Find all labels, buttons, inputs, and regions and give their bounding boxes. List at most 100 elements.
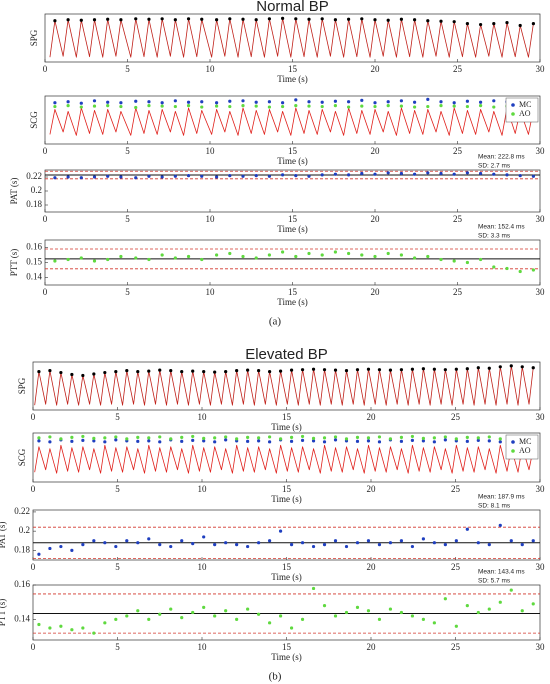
point bbox=[386, 100, 390, 104]
point bbox=[492, 105, 496, 109]
point bbox=[281, 104, 285, 109]
point bbox=[320, 173, 324, 177]
point bbox=[186, 174, 191, 178]
point bbox=[452, 101, 456, 105]
point bbox=[333, 539, 338, 543]
point bbox=[426, 97, 430, 101]
point bbox=[224, 438, 228, 442]
point bbox=[413, 18, 417, 22]
x-tick-label: 20 bbox=[367, 484, 377, 494]
point bbox=[160, 101, 164, 105]
point bbox=[70, 628, 74, 632]
point bbox=[479, 104, 483, 108]
point bbox=[119, 254, 123, 259]
point bbox=[114, 438, 118, 442]
point bbox=[410, 544, 415, 549]
point bbox=[289, 368, 294, 372]
x-tick-label: 0 bbox=[43, 64, 48, 74]
point bbox=[452, 104, 456, 108]
point bbox=[48, 546, 52, 551]
point bbox=[59, 624, 63, 628]
point bbox=[147, 537, 151, 541]
point bbox=[366, 439, 371, 443]
point bbox=[241, 99, 245, 103]
point bbox=[59, 544, 63, 549]
point bbox=[373, 254, 377, 259]
point bbox=[114, 435, 118, 439]
x-tick-label: 15 bbox=[288, 214, 298, 224]
panel-caption: (b) bbox=[269, 671, 282, 683]
trace bbox=[34, 444, 534, 474]
point bbox=[311, 544, 316, 549]
point bbox=[386, 171, 390, 175]
x-tick-label: 5 bbox=[115, 642, 120, 652]
legend-marker bbox=[511, 103, 515, 107]
point bbox=[531, 174, 536, 178]
x-tick-label: 20 bbox=[371, 214, 381, 224]
point bbox=[267, 100, 271, 104]
point bbox=[492, 265, 496, 269]
point bbox=[125, 614, 129, 618]
point bbox=[213, 614, 217, 618]
x-axis-label: Time (s) bbox=[271, 572, 301, 582]
point bbox=[53, 176, 57, 180]
y-axis-label: PAT (s) bbox=[0, 522, 7, 549]
x-tick-label: 5 bbox=[115, 412, 120, 422]
point bbox=[202, 436, 206, 440]
point bbox=[79, 176, 83, 180]
point bbox=[439, 19, 443, 23]
point bbox=[228, 104, 232, 109]
point bbox=[344, 610, 349, 615]
x-tick-label: 30 bbox=[536, 484, 546, 494]
point bbox=[224, 609, 228, 613]
x-tick-label: 25 bbox=[451, 484, 461, 494]
legend-label: MC bbox=[519, 100, 531, 109]
y-tick-label: 0.2 bbox=[19, 525, 30, 535]
point bbox=[92, 104, 97, 108]
x-tick-label: 20 bbox=[367, 562, 377, 572]
annotation: SD: 8.1 ms bbox=[478, 503, 511, 510]
point bbox=[147, 104, 151, 108]
point bbox=[520, 609, 524, 613]
point bbox=[114, 544, 118, 549]
y-axis-label: PTT (s) bbox=[0, 599, 7, 627]
point bbox=[254, 100, 258, 104]
point bbox=[254, 256, 258, 260]
point bbox=[388, 541, 393, 545]
point bbox=[505, 266, 509, 271]
point bbox=[169, 369, 173, 373]
point bbox=[281, 173, 285, 177]
point bbox=[228, 17, 232, 21]
panel-title: Elevated BP bbox=[245, 346, 328, 363]
point bbox=[373, 18, 377, 22]
point bbox=[241, 104, 245, 108]
point bbox=[360, 17, 364, 21]
point bbox=[200, 174, 204, 178]
point bbox=[413, 256, 417, 260]
y-axis-label: PTT (s) bbox=[9, 249, 19, 277]
point bbox=[410, 614, 415, 618]
point bbox=[498, 440, 502, 444]
point bbox=[173, 104, 177, 109]
legend-box bbox=[505, 97, 539, 123]
point bbox=[410, 434, 415, 439]
point bbox=[147, 369, 151, 373]
point bbox=[520, 543, 524, 547]
point bbox=[344, 437, 349, 441]
point bbox=[531, 602, 535, 606]
x-tick-label: 25 bbox=[453, 214, 463, 224]
point bbox=[254, 174, 258, 178]
point bbox=[59, 370, 63, 375]
point bbox=[180, 616, 184, 620]
x-tick-label: 30 bbox=[536, 412, 546, 422]
point bbox=[498, 523, 502, 527]
y-tick-label: 0.16 bbox=[26, 242, 42, 252]
point bbox=[66, 104, 70, 108]
point bbox=[377, 368, 382, 372]
legend-marker bbox=[511, 449, 515, 453]
point bbox=[443, 438, 447, 442]
point bbox=[241, 254, 245, 259]
point bbox=[531, 268, 536, 272]
point bbox=[443, 368, 447, 372]
annotation: Mean: 187.9 ms bbox=[478, 494, 525, 501]
